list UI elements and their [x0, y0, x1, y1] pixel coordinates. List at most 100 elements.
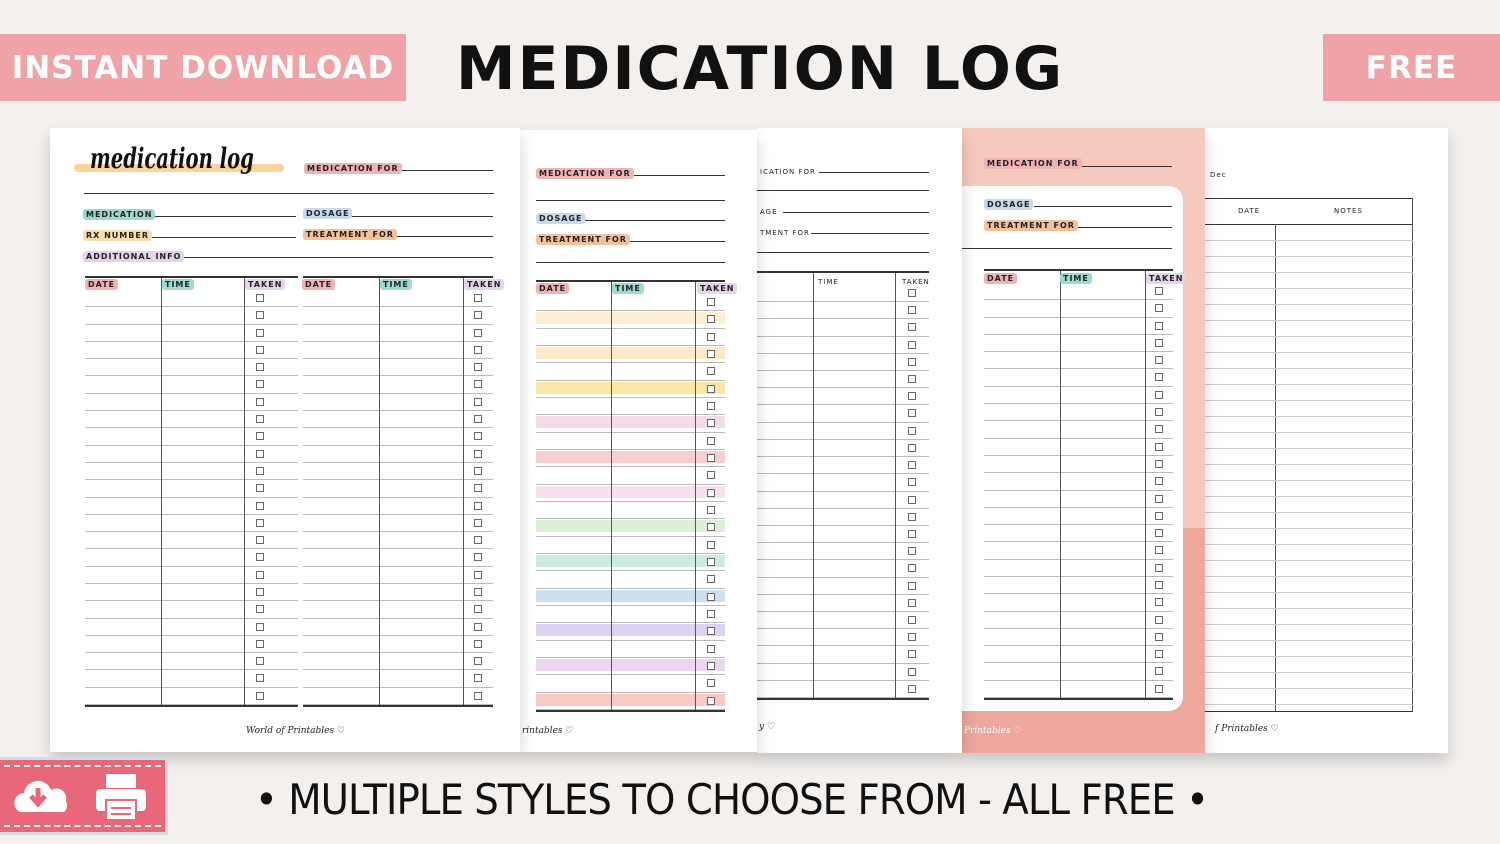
taken-checkbox[interactable] [707, 540, 715, 549]
taken-checkbox[interactable] [908, 564, 916, 573]
taken-checkbox[interactable] [256, 570, 264, 579]
taken-checkbox[interactable] [1155, 373, 1163, 382]
taken-checkbox[interactable] [474, 639, 482, 648]
taken-checkbox[interactable] [256, 657, 264, 666]
taken-checkbox[interactable] [256, 311, 264, 320]
taken-checkbox[interactable] [707, 592, 715, 601]
taken-checkbox[interactable] [1155, 546, 1163, 555]
taken-checkbox[interactable] [1155, 632, 1163, 641]
taken-checkbox[interactable] [1155, 667, 1163, 676]
taken-checkbox[interactable] [256, 415, 264, 424]
taken-checkbox[interactable] [256, 553, 264, 562]
taken-checkbox[interactable] [707, 696, 715, 705]
taken-checkbox[interactable] [707, 454, 715, 462]
taken-checkbox[interactable] [474, 294, 482, 302]
taken-checkbox[interactable] [1155, 563, 1163, 572]
taken-checkbox[interactable] [256, 466, 264, 475]
taken-checkbox[interactable] [707, 350, 715, 358]
taken-checkbox[interactable] [1155, 408, 1163, 417]
taken-checkbox[interactable] [1155, 459, 1163, 468]
taken-checkbox[interactable] [908, 392, 916, 401]
taken-checkbox[interactable] [256, 380, 264, 389]
taken-checkbox[interactable] [474, 432, 482, 441]
taken-checkbox[interactable] [908, 426, 916, 435]
taken-checkbox[interactable] [707, 419, 715, 428]
taken-checkbox[interactable] [908, 650, 916, 659]
taken-checkbox[interactable] [908, 478, 916, 487]
taken-checkbox[interactable] [707, 523, 715, 532]
taken-checkbox[interactable] [908, 340, 916, 349]
taken-checkbox[interactable] [908, 323, 916, 332]
taken-checkbox[interactable] [707, 610, 715, 618]
taken-checkbox[interactable] [707, 575, 715, 584]
taken-checkbox[interactable] [707, 298, 715, 306]
taken-checkbox[interactable] [474, 605, 482, 614]
taken-checkbox[interactable] [256, 674, 264, 683]
taken-checkbox[interactable] [707, 332, 715, 341]
taken-checkbox[interactable] [256, 397, 264, 406]
taken-checkbox[interactable] [474, 570, 482, 579]
taken-checkbox[interactable] [707, 506, 715, 514]
taken-checkbox[interactable] [256, 536, 264, 545]
taken-checkbox[interactable] [908, 409, 916, 418]
taken-checkbox[interactable] [474, 657, 482, 666]
taken-checkbox[interactable] [256, 345, 264, 354]
taken-checkbox[interactable] [707, 436, 715, 445]
taken-checkbox[interactable] [908, 581, 916, 590]
taken-checkbox[interactable] [707, 558, 715, 566]
taken-checkbox[interactable] [256, 622, 264, 631]
taken-checkbox[interactable] [1155, 598, 1163, 607]
taken-checkbox[interactable] [256, 484, 264, 493]
taken-checkbox[interactable] [908, 529, 916, 538]
taken-checkbox[interactable] [474, 397, 482, 406]
taken-checkbox[interactable] [707, 384, 715, 393]
taken-checkbox[interactable] [707, 488, 715, 497]
taken-checkbox[interactable] [474, 484, 482, 493]
taken-checkbox[interactable] [1155, 580, 1163, 589]
taken-checkbox[interactable] [908, 598, 916, 607]
taken-checkbox[interactable] [256, 328, 264, 337]
taken-checkbox[interactable] [908, 289, 916, 297]
taken-checkbox[interactable] [474, 518, 482, 527]
taken-checkbox[interactable] [474, 587, 482, 596]
taken-checkbox[interactable] [474, 691, 482, 700]
taken-checkbox[interactable] [256, 605, 264, 614]
taken-checkbox[interactable] [1155, 425, 1163, 434]
taken-checkbox[interactable] [1155, 494, 1163, 503]
taken-checkbox[interactable] [908, 684, 916, 693]
taken-checkbox[interactable] [256, 691, 264, 700]
taken-checkbox[interactable] [474, 345, 482, 354]
taken-checkbox[interactable] [256, 639, 264, 648]
taken-checkbox[interactable] [474, 363, 482, 372]
taken-checkbox[interactable] [474, 622, 482, 631]
taken-checkbox[interactable] [1155, 615, 1163, 624]
taken-checkbox[interactable] [707, 367, 715, 376]
taken-checkbox[interactable] [256, 294, 264, 302]
taken-checkbox[interactable] [256, 518, 264, 527]
taken-checkbox[interactable] [908, 461, 916, 470]
taken-checkbox[interactable] [474, 536, 482, 545]
taken-checkbox[interactable] [1155, 356, 1163, 365]
taken-checkbox[interactable] [1155, 304, 1163, 313]
taken-checkbox[interactable] [908, 512, 916, 521]
taken-checkbox[interactable] [908, 443, 916, 452]
taken-checkbox[interactable] [256, 587, 264, 596]
taken-checkbox[interactable] [474, 380, 482, 389]
taken-checkbox[interactable] [256, 363, 264, 372]
taken-checkbox[interactable] [474, 553, 482, 562]
taken-checkbox[interactable] [256, 449, 264, 458]
taken-checkbox[interactable] [1155, 338, 1163, 347]
taken-checkbox[interactable] [707, 662, 715, 670]
taken-checkbox[interactable] [1155, 684, 1163, 693]
taken-checkbox[interactable] [908, 547, 916, 556]
taken-checkbox[interactable] [908, 667, 916, 676]
taken-checkbox[interactable] [474, 415, 482, 424]
taken-checkbox[interactable] [908, 306, 916, 315]
taken-checkbox[interactable] [474, 449, 482, 458]
taken-checkbox[interactable] [707, 627, 715, 636]
taken-checkbox[interactable] [474, 501, 482, 510]
taken-checkbox[interactable] [707, 315, 715, 324]
taken-checkbox[interactable] [908, 357, 916, 366]
taken-checkbox[interactable] [1155, 477, 1163, 486]
taken-checkbox[interactable] [707, 402, 715, 410]
